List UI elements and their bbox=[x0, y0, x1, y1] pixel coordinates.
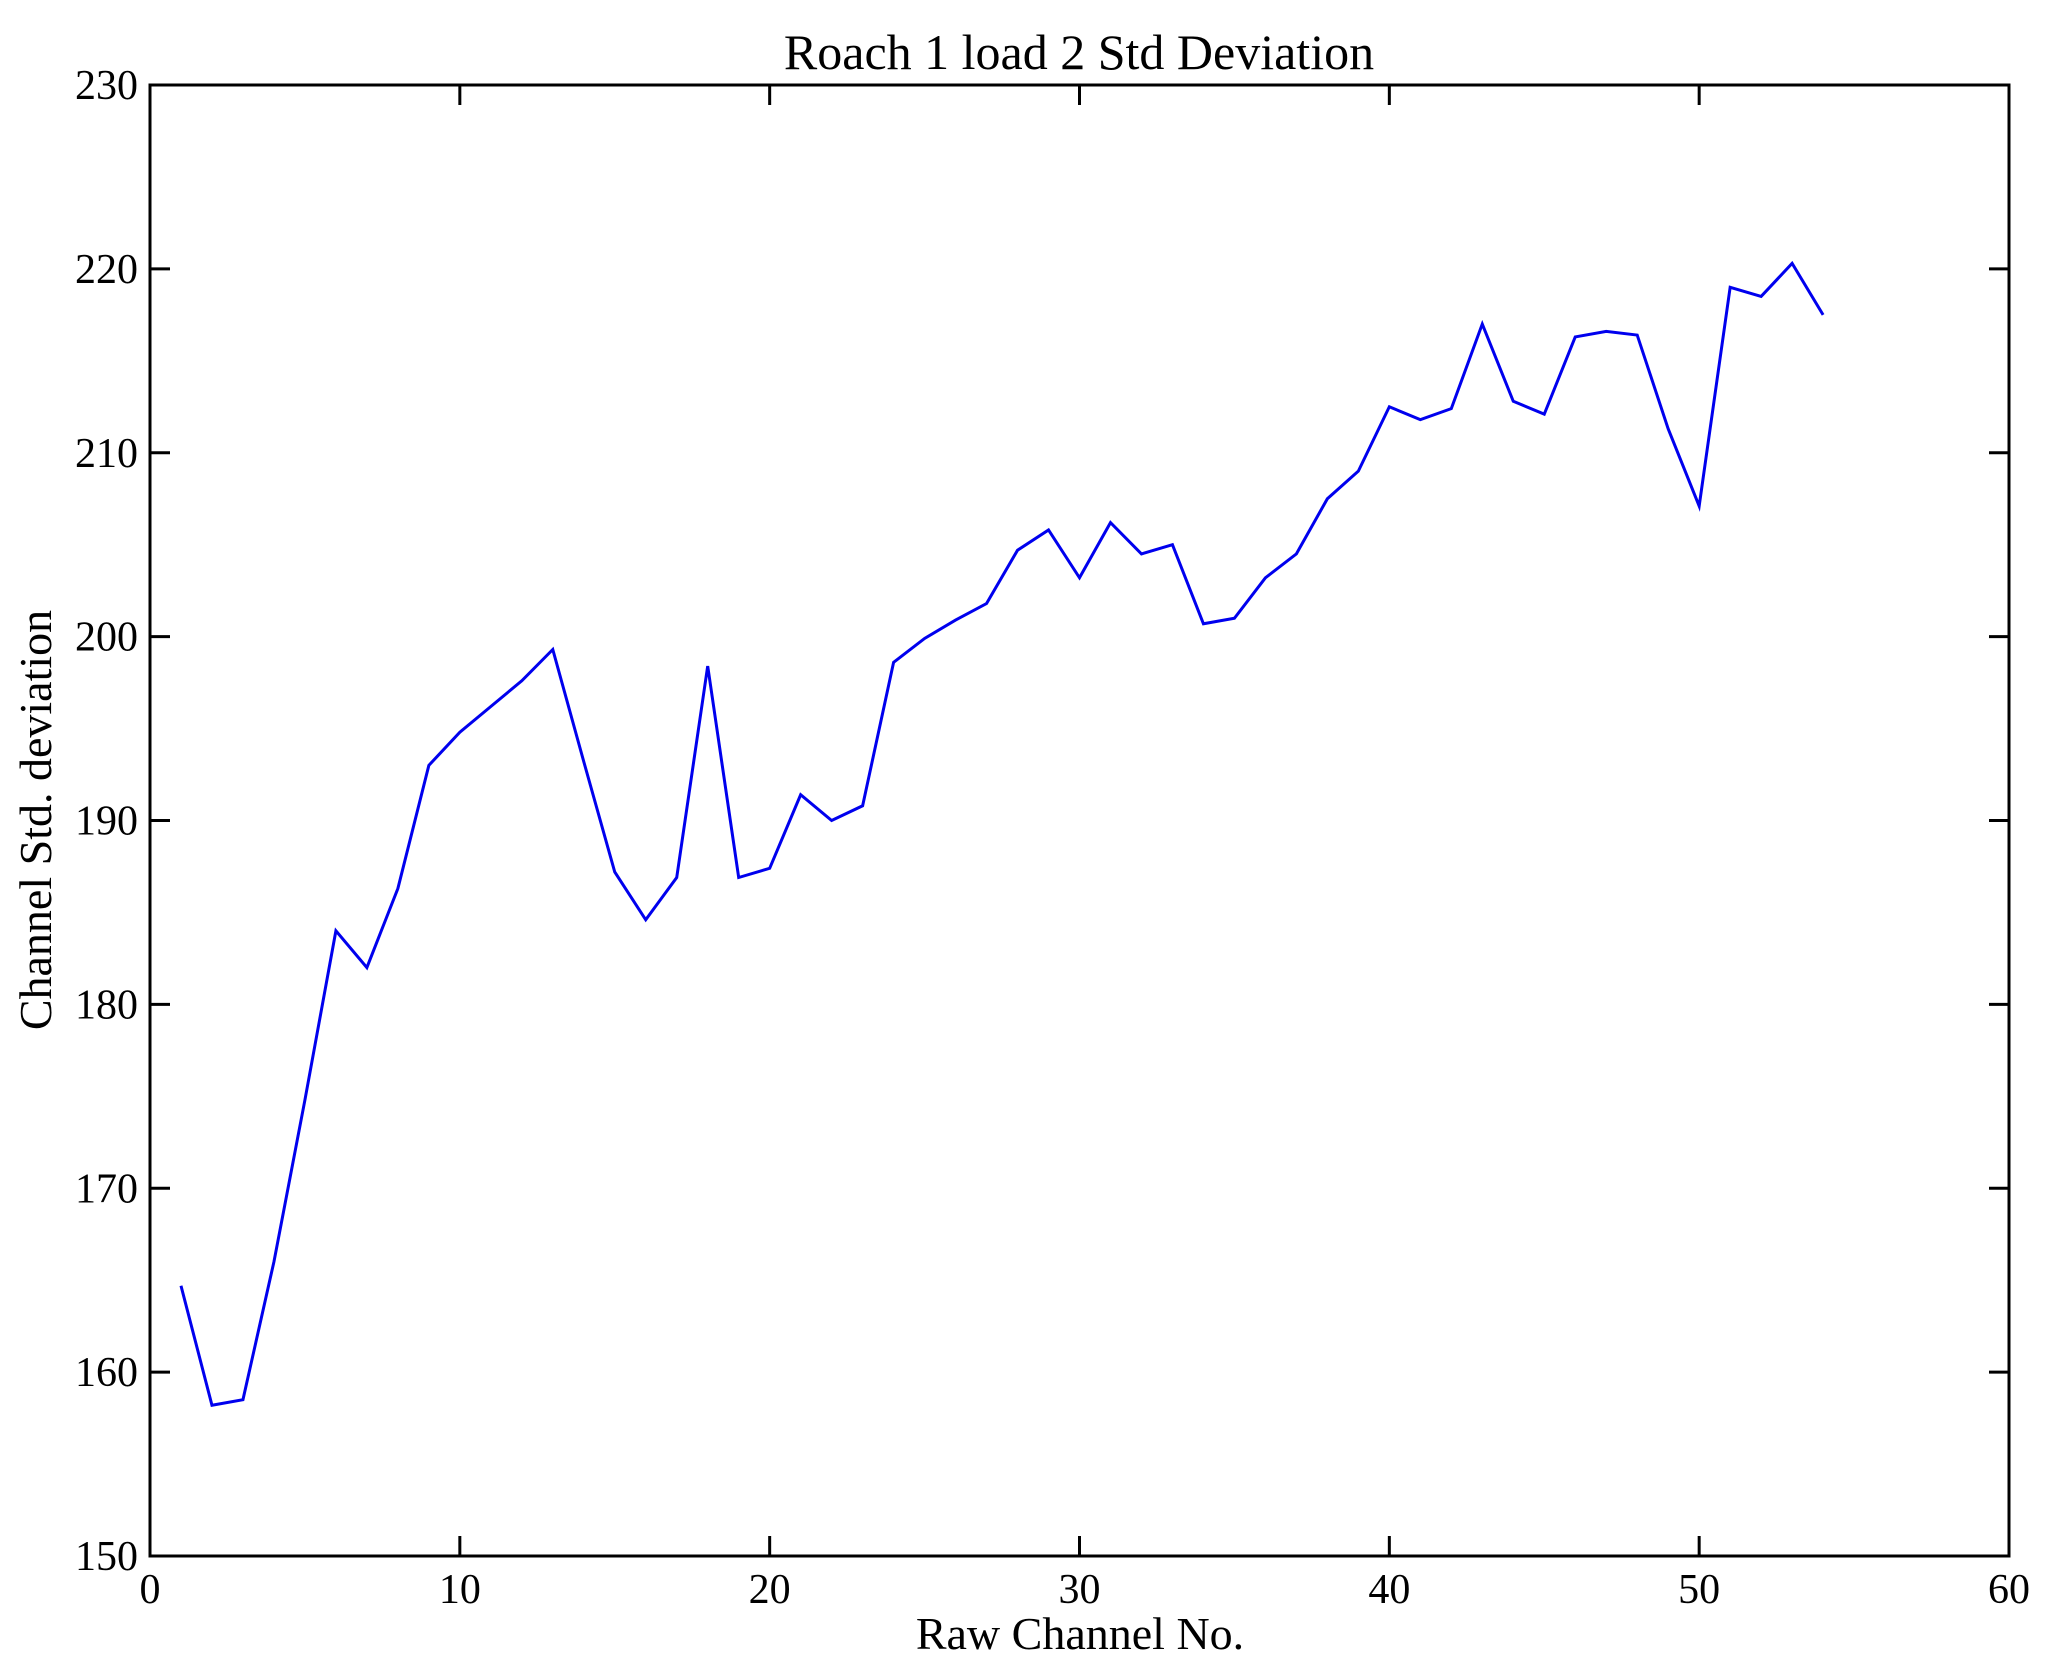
y-tick-label: 180 bbox=[75, 982, 138, 1028]
y-tick-label: 150 bbox=[75, 1534, 138, 1580]
x-tick-label: 0 bbox=[140, 1567, 161, 1613]
y-tick-label: 160 bbox=[75, 1350, 138, 1396]
y-axis-label: Channel Std. deviation bbox=[10, 609, 61, 1031]
x-tick-label: 50 bbox=[1678, 1567, 1720, 1613]
x-tick-label: 20 bbox=[749, 1567, 791, 1613]
y-tick-label: 220 bbox=[75, 247, 138, 293]
x-axis-label: Raw Channel No. bbox=[915, 1608, 1245, 1659]
x-tick-label: 60 bbox=[1988, 1567, 2030, 1613]
axes-box bbox=[148, 83, 2011, 1558]
chart-title: Roach 1 load 2 Std Deviation bbox=[783, 24, 1375, 80]
y-tick-label: 230 bbox=[75, 63, 138, 109]
y-tick-label: 170 bbox=[75, 1166, 138, 1212]
y-tick-label: 210 bbox=[75, 431, 138, 477]
x-tick-label: 40 bbox=[1368, 1567, 1410, 1613]
y-tick-label: 200 bbox=[75, 615, 138, 661]
x-tick-label: 30 bbox=[1059, 1567, 1101, 1613]
x-tick-label: 10 bbox=[439, 1567, 481, 1613]
y-tick-label: 190 bbox=[75, 799, 138, 845]
data-line bbox=[179, 260, 1825, 1407]
